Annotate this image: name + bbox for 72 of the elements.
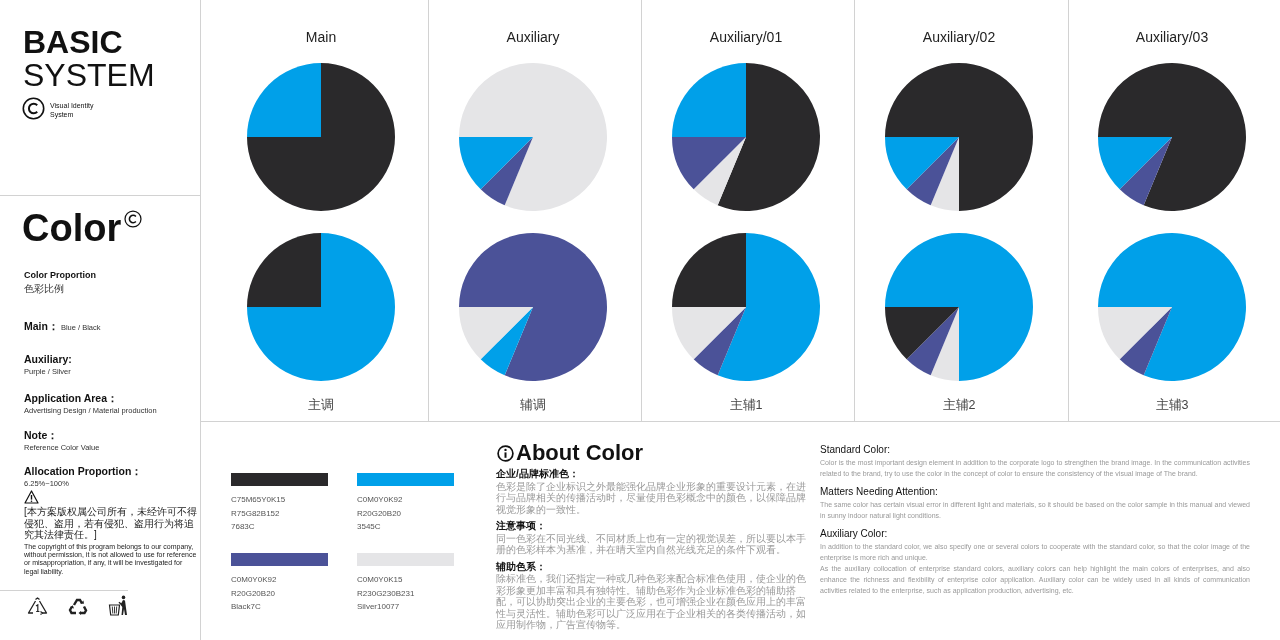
text: C0M0Y0K92 <box>231 575 277 585</box>
pie-slice <box>930 307 959 381</box>
chart-title: Auxiliary/03 <box>1135 29 1209 45</box>
text: 主辅3 <box>1155 397 1189 412</box>
text: R75G82B152 <box>231 508 280 519</box>
text: 3545C <box>357 522 381 532</box>
chart-title: Auxiliary/02 <box>922 29 995 45</box>
pie-slice <box>246 63 395 211</box>
pie-slice <box>693 137 746 206</box>
pie-slice <box>480 137 533 206</box>
pie-slice <box>459 233 607 381</box>
text: 主辅2 <box>942 397 976 412</box>
pie-slice <box>906 307 959 376</box>
text: Matters Needing Attention: <box>820 485 939 499</box>
pie-slice <box>717 233 820 381</box>
pie-slice <box>1119 137 1172 206</box>
pie-slice <box>884 307 959 360</box>
text: Color <box>22 207 122 249</box>
pie-slice <box>671 63 746 137</box>
text: Auxiliary Color: <box>820 527 889 541</box>
pie-slice <box>717 63 820 211</box>
text: C75M65Y0K15 <box>231 495 286 505</box>
text: Note： <box>24 429 59 441</box>
pie-slice <box>246 63 321 137</box>
chart-title: Main <box>305 29 336 45</box>
pie-slice <box>1098 63 1246 211</box>
pie-slice <box>459 63 607 211</box>
pie-slice <box>671 137 746 190</box>
pie-slice <box>884 137 959 190</box>
pie-slice <box>459 307 533 360</box>
text: Color Proportion <box>24 270 96 280</box>
pie-slice <box>459 137 533 190</box>
text: SYSTEM <box>23 57 155 93</box>
text: Application Area： <box>24 392 119 404</box>
text: 主调 <box>307 397 334 412</box>
text: [本方案版权属公司所有，未经许可不得侵犯、盗用，若有侵犯、盗用行为将追究其法律责任。] <box>24 506 198 541</box>
text: 主辅1 <box>729 397 763 412</box>
pie-slice <box>246 233 395 381</box>
text: C0M0Y0K92 <box>357 495 403 505</box>
text: BASIC <box>23 24 123 60</box>
pie-slice <box>1119 307 1172 376</box>
text: Black7C <box>231 602 261 612</box>
text: 注意事项： <box>496 520 547 533</box>
text: C0M0Y0K15 <box>357 575 403 585</box>
pie-slice <box>480 307 533 376</box>
text: Standard Color: <box>820 443 892 457</box>
pie-slice <box>930 137 959 211</box>
text: Main： <box>24 320 59 332</box>
pie-slice <box>906 137 959 206</box>
pie-slice <box>1098 307 1172 360</box>
text: 企业/品牌标准色： <box>496 468 580 481</box>
text: 辅助色系： <box>496 560 547 573</box>
pie-slice <box>1098 233 1246 381</box>
pie-slice <box>246 233 321 307</box>
text: R230G230B231 <box>357 588 415 599</box>
text: Auxiliary: <box>24 353 72 365</box>
text: Silver10077 <box>357 602 400 612</box>
text: 7683C <box>231 522 255 532</box>
text: R20G20B20 <box>357 508 402 519</box>
pie-slice <box>1098 137 1172 190</box>
text: R20G20B20 <box>231 588 276 599</box>
chart-title: Auxiliary/01 <box>709 29 782 45</box>
pie-slice <box>884 233 1033 381</box>
pie-slice <box>693 307 746 376</box>
text: About Color <box>516 440 644 466</box>
text: Allocation Proportion： <box>24 465 143 477</box>
text: 色彩比例 <box>24 282 65 295</box>
chart-title: Auxiliary <box>506 29 560 45</box>
pie-slice <box>671 233 746 307</box>
pie-slice <box>884 63 1033 211</box>
text: 辅调 <box>520 398 546 412</box>
pie-slice <box>671 307 746 360</box>
